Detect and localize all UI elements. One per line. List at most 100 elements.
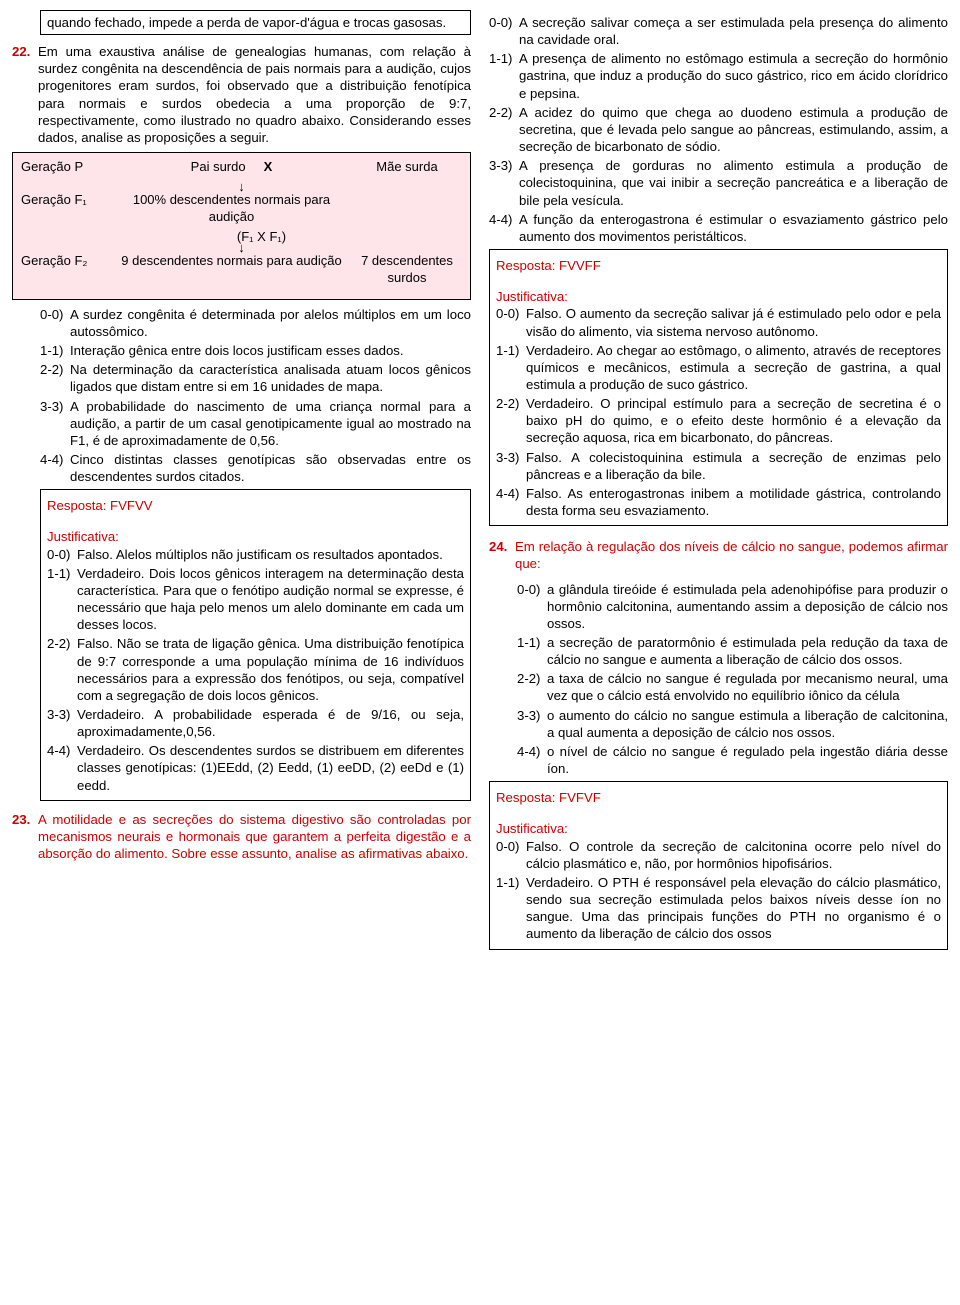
arrow-down-icon: ↓ xyxy=(21,243,462,253)
list-item: 0-0)A secreção salivar começa a ser esti… xyxy=(489,14,948,48)
item-text: Verdadeiro. Ao chegar ao estômago, o ali… xyxy=(526,342,941,393)
cross-p-x: X xyxy=(264,159,273,174)
cross-f2-label: Geração F₂ xyxy=(21,253,111,270)
q24-resposta: Resposta: FVFVF xyxy=(496,789,941,806)
cross-p-left: Pai surdo xyxy=(191,159,246,174)
q23-answer-box: Resposta: FVVFF Justificativa: 0-0)Falso… xyxy=(489,249,948,526)
item-text: A presença de gorduras no alimento estim… xyxy=(519,157,948,208)
list-item: 0-0)Falso. O controle da secreção de cal… xyxy=(496,838,941,872)
q22-items: 0-0)A surdez congênita é determinada por… xyxy=(40,306,471,486)
item-text: Verdadeiro. Os descendentes surdos se di… xyxy=(77,742,464,793)
arrow-down-icon: ↓ xyxy=(21,182,462,192)
item-label: 0-0) xyxy=(517,581,547,632)
question-23-stem: 23. A motilidade e as secreções do siste… xyxy=(12,811,471,862)
item-label: 3-3) xyxy=(40,398,70,449)
item-label: 3-3) xyxy=(496,449,526,483)
q22-answer-box: Resposta: FVFVV Justificativa: 0-0)Falso… xyxy=(40,489,471,801)
item-text: Falso. Não se trata de ligação gênica. U… xyxy=(77,635,464,704)
question-22: 22. Em uma exaustiva análise de genealog… xyxy=(12,43,471,801)
list-item: 2-2)A acidez do quimo que chega ao duode… xyxy=(489,104,948,155)
list-item: 3-3)o aumento do cálcio no sangue estimu… xyxy=(517,707,948,741)
list-item: 2-2)Verdadeiro. O principal estímulo par… xyxy=(496,395,941,446)
item-label: 4-4) xyxy=(517,743,547,777)
item-text: A surdez congênita é determinada por ale… xyxy=(70,306,471,340)
item-label: 2-2) xyxy=(47,635,77,704)
list-item: 4-4)A função da enterogastrona é estimul… xyxy=(489,211,948,245)
previous-fragment-text: quando fechado, impede a perda de vapor-… xyxy=(47,15,446,30)
list-item: 1-1)A presença de alimento no estômago e… xyxy=(489,50,948,101)
cross-f2-right: 7 descendentes surdos xyxy=(352,253,462,287)
q22-cross-diagram: Geração P Pai surdo X Mãe surda ↓ Geraçã… xyxy=(12,152,471,300)
item-label: 1-1) xyxy=(517,634,547,668)
item-text: a glândula tireóide é estimulada pela ad… xyxy=(547,581,948,632)
item-text: Cinco distintas classes genotípicas são … xyxy=(70,451,471,485)
cross-f2-left: 9 descendentes normais para audição xyxy=(111,253,352,270)
q23-number: 23. xyxy=(12,811,38,862)
item-text: Verdadeiro. O PTH é responsável pela ele… xyxy=(526,874,941,943)
item-label: 4-4) xyxy=(496,485,526,519)
item-label: 0-0) xyxy=(496,838,526,872)
list-item: 2-2)a taxa de cálcio no sangue é regulad… xyxy=(517,670,948,704)
q24-answer-box: Resposta: FVFVF Justificativa: 0-0)Falso… xyxy=(489,781,948,949)
question-24: 24. Em relação à regulação dos níveis de… xyxy=(489,538,948,949)
item-label: 1-1) xyxy=(40,342,70,359)
item-text: Falso. O aumento da secreção salivar já … xyxy=(526,305,941,339)
item-label: 0-0) xyxy=(496,305,526,339)
item-text: Verdadeiro. O principal estímulo para a … xyxy=(526,395,941,446)
q23-stem: A motilidade e as secreções do sistema d… xyxy=(38,811,471,862)
q22-justs: 0-0)Falso. Alelos múltiplos não justific… xyxy=(47,546,464,794)
list-item: 0-0)Falso. Alelos múltiplos não justific… xyxy=(47,546,464,563)
list-item: 4-4)Verdadeiro. Os descendentes surdos s… xyxy=(47,742,464,793)
q23-just-label: Justificativa: xyxy=(496,288,941,305)
item-label: 2-2) xyxy=(40,361,70,395)
list-item: 2-2)Falso. Não se trata de ligação gênic… xyxy=(47,635,464,704)
item-label: 1-1) xyxy=(496,874,526,943)
list-item: 4-4)Cinco distintas classes genotípicas … xyxy=(40,451,471,485)
item-text: o aumento do cálcio no sangue estimula a… xyxy=(547,707,948,741)
item-text: Verdadeiro. A probabilidade esperada é d… xyxy=(77,706,464,740)
list-item: 0-0)a glândula tireóide é estimulada pel… xyxy=(517,581,948,632)
list-item: 1-1)Verdadeiro. Ao chegar ao estômago, o… xyxy=(496,342,941,393)
item-label: 1-1) xyxy=(47,565,77,634)
item-text: A probabilidade do nascimento de uma cri… xyxy=(70,398,471,449)
item-label: 4-4) xyxy=(40,451,70,485)
q24-stem: Em relação à regulação dos níveis de cál… xyxy=(515,538,948,572)
q22-just-label: Justificativa: xyxy=(47,528,464,545)
list-item: 3-3)Falso. A colecistoquinina estimula a… xyxy=(496,449,941,483)
list-item: 1-1)Verdadeiro. Dois locos gênicos inter… xyxy=(47,565,464,634)
cross-f1-text: 100% descendentes normais para audição xyxy=(111,192,352,226)
item-label: 3-3) xyxy=(489,157,519,208)
list-item: 1-1)a secreção de paratormônio é estimul… xyxy=(517,634,948,668)
list-item: 0-0)A surdez congênita é determinada por… xyxy=(40,306,471,340)
q22-number: 22. xyxy=(12,43,38,146)
q23-justs: 0-0)Falso. O aumento da secreção salivar… xyxy=(496,305,941,519)
list-item: 4-4)o nível de cálcio no sangue é regula… xyxy=(517,743,948,777)
q24-just-label: Justificativa: xyxy=(496,820,941,837)
item-label: 1-1) xyxy=(496,342,526,393)
item-text: Verdadeiro. Dois locos gênicos interagem… xyxy=(77,565,464,634)
item-text: Interação gênica entre dois locos justif… xyxy=(70,342,471,359)
q24-number: 24. xyxy=(489,538,515,572)
item-text: Na determinação da característica analis… xyxy=(70,361,471,395)
item-text: Falso. As enterogastronas inibem a motil… xyxy=(526,485,941,519)
cross-p-label: Geração P xyxy=(21,159,111,176)
item-text: o nível de cálcio no sangue é regulado p… xyxy=(547,743,948,777)
item-text: A acidez do quimo que chega ao duodeno e… xyxy=(519,104,948,155)
item-label: 0-0) xyxy=(489,14,519,48)
list-item: 3-3)A probabilidade do nascimento de uma… xyxy=(40,398,471,449)
q22-resposta: Resposta: FVFVV xyxy=(47,497,464,514)
item-label: 4-4) xyxy=(489,211,519,245)
item-label: 2-2) xyxy=(489,104,519,155)
list-item: 1-1)Verdadeiro. O PTH é responsável pela… xyxy=(496,874,941,943)
item-label: 1-1) xyxy=(489,50,519,101)
item-text: Falso. A colecistoquinina estimula a sec… xyxy=(526,449,941,483)
item-text: a secreção de paratormônio é estimulada … xyxy=(547,634,948,668)
q24-justs: 0-0)Falso. O controle da secreção de cal… xyxy=(496,838,941,943)
item-label: 2-2) xyxy=(517,670,547,704)
q23-resposta: Resposta: FVVFF xyxy=(496,257,941,274)
q24-items: 0-0)a glândula tireóide é estimulada pel… xyxy=(517,581,948,778)
item-label: 0-0) xyxy=(40,306,70,340)
item-text: Falso. Alelos múltiplos não justificam o… xyxy=(77,546,464,563)
list-item: 0-0)Falso. O aumento da secreção salivar… xyxy=(496,305,941,339)
list-item: 3-3)Verdadeiro. A probabilidade esperada… xyxy=(47,706,464,740)
